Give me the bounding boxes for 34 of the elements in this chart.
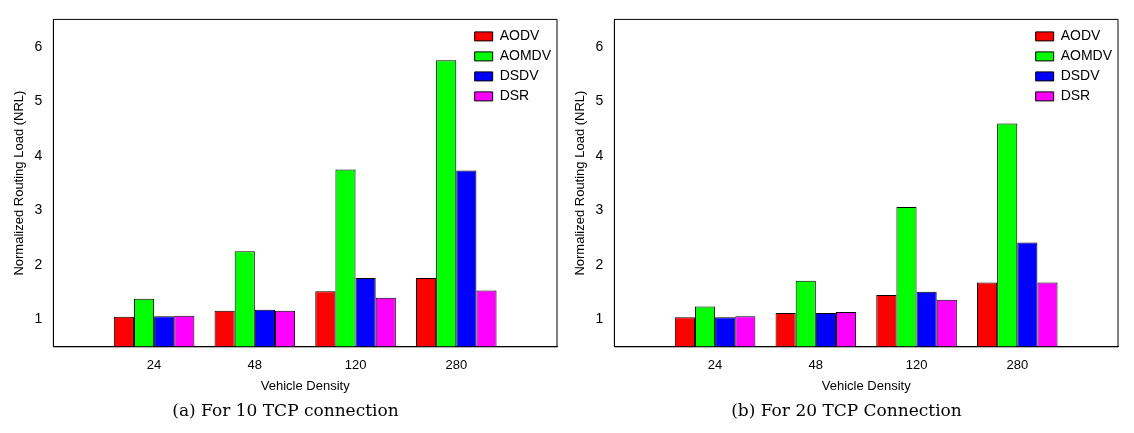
y-tick-label: 4 [595, 146, 604, 163]
x-tick-label: 24 [146, 357, 162, 373]
legend-label: AODV [499, 27, 540, 44]
legend-label: DSR [499, 87, 530, 104]
y-tick-label: 5 [595, 92, 604, 109]
y-tick-label: 1 [34, 310, 43, 327]
x-tick-label: 280 [445, 357, 468, 373]
legend-label: DSDV [499, 67, 540, 84]
legend-label: DSDV [1060, 67, 1101, 84]
x-tick-label: 120 [905, 357, 928, 373]
x-axis-title: Vehicle Density [260, 377, 351, 393]
legend-label: AOMDV [499, 47, 552, 64]
y-tick-label: 6 [34, 37, 43, 54]
text: (b) For 20 TCP Connection [730, 400, 963, 420]
legend-label: DSR [1060, 87, 1091, 104]
y-tick-label: 3 [595, 201, 604, 218]
legend-label: AODV [1060, 27, 1101, 44]
x-tick-label: 48 [247, 357, 263, 373]
y-tick-label: 3 [34, 201, 43, 218]
y-tick-label: 1 [595, 310, 604, 327]
y-axis-title: Normalized Routing Load (NRL) [572, 90, 588, 276]
y-tick-label: 2 [34, 255, 43, 272]
y-axis-title: Normalized Routing Load (NRL) [11, 90, 27, 276]
x-axis-title: Vehicle Density [821, 377, 912, 393]
y-tick-label: 6 [595, 37, 604, 54]
x-tick-label: 24 [707, 357, 723, 373]
legend-label: AOMDV [1060, 47, 1113, 64]
y-tick-label: 4 [34, 146, 43, 163]
x-tick-label: 280 [1006, 357, 1029, 373]
x-tick-label: 120 [344, 357, 367, 373]
y-tick-label: 2 [595, 255, 604, 272]
y-tick-label: 5 [34, 92, 43, 109]
x-tick-label: 48 [808, 357, 824, 373]
text: (a) For 10 TCP connection [171, 400, 400, 420]
